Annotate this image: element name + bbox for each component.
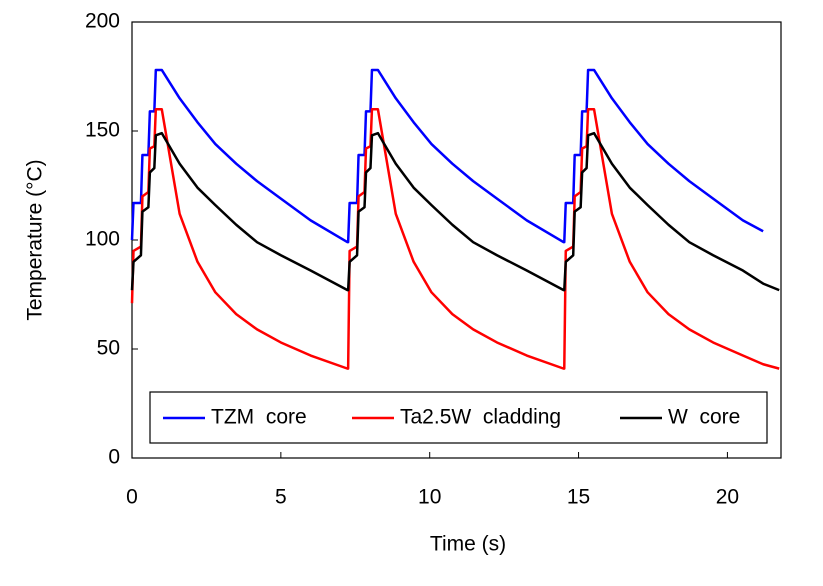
y-tick-label: 0 — [108, 446, 120, 469]
x-tick-label: 20 — [716, 486, 739, 509]
y-tick-label: 200 — [85, 10, 120, 33]
legend-box — [149, 391, 768, 444]
y-axis-label: Temperature (°C) — [24, 159, 47, 320]
y-tick-label: 50 — [97, 337, 120, 360]
y-tick-label: 100 — [85, 228, 120, 251]
x-tick-label: 5 — [275, 486, 287, 509]
x-axis-label: Time (s) — [430, 533, 506, 556]
legend-label: W core — [668, 406, 740, 429]
series-line — [130, 68, 764, 244]
y-tick-label: 150 — [85, 119, 120, 142]
legend-label: TZM core — [211, 406, 307, 429]
legend-label: Ta2.5W cladding — [400, 406, 561, 429]
series-line — [130, 107, 780, 370]
x-tick-label: 15 — [567, 486, 590, 509]
x-tick-label: 0 — [126, 486, 138, 509]
x-tick-label: 10 — [418, 486, 441, 509]
series-line — [130, 131, 780, 292]
